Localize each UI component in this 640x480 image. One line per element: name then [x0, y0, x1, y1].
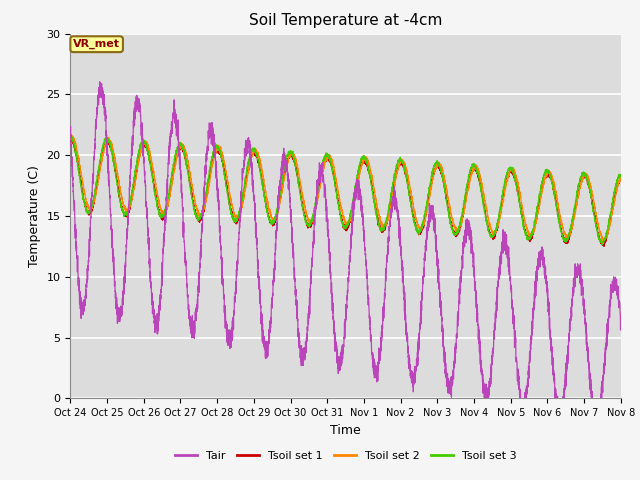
Legend: Tair, Tsoil set 1, Tsoil set 2, Tsoil set 3: Tair, Tsoil set 1, Tsoil set 2, Tsoil se…: [170, 447, 521, 466]
Y-axis label: Temperature (C): Temperature (C): [28, 165, 41, 267]
Title: Soil Temperature at -4cm: Soil Temperature at -4cm: [249, 13, 442, 28]
Text: VR_met: VR_met: [73, 39, 120, 49]
X-axis label: Time: Time: [330, 424, 361, 437]
